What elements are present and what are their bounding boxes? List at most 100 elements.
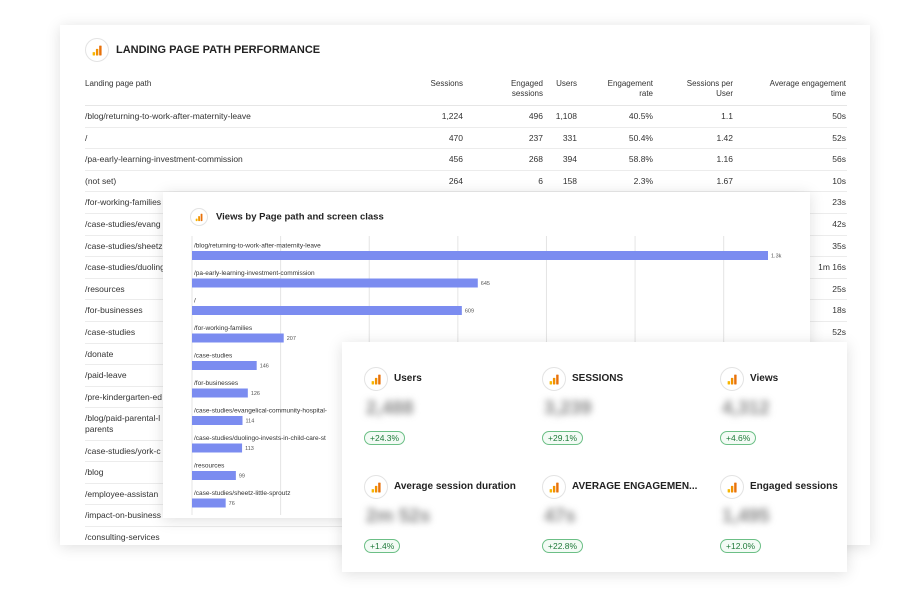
kpi-value: 2,488 (366, 398, 414, 419)
table-row: /pa-early-learning-investment-commission… (85, 149, 847, 171)
value-label: 113 (245, 446, 254, 452)
category-label: /resources (194, 463, 225, 470)
table-row: /blog/returning-to-work-after-maternity-… (85, 106, 847, 128)
category-label: /case-studies/duolingo-invests-in-child-… (194, 435, 326, 442)
cell: 1.1 (721, 111, 733, 121)
icon-bar (195, 218, 198, 222)
icon-bar (552, 377, 556, 385)
cell: 394 (562, 154, 577, 165)
path-cell: /resources (85, 283, 125, 294)
value-label: 76 (229, 501, 235, 507)
kpi-change: +12.0% (720, 539, 762, 553)
path-cell: /case-studies/york-c (85, 445, 161, 456)
path-cell: /donate (85, 348, 114, 359)
category-label: /for-working-families (194, 325, 253, 332)
bar (192, 498, 226, 508)
cell: 18s (832, 305, 846, 316)
icon (364, 475, 388, 499)
kpi-value: 3,239 (544, 398, 592, 419)
kpi-label: Users (394, 373, 422, 384)
cell: 2.3% (633, 175, 653, 186)
kpi-change: +24.3% (364, 431, 406, 445)
kpi-label: Engaged sessions (750, 481, 838, 492)
icon-bar (371, 381, 375, 385)
path-cell: /blog (85, 467, 104, 478)
cell: 56s (832, 154, 846, 165)
value-label: 207 (287, 336, 296, 342)
cell: 331 (562, 132, 577, 143)
cell: 1,108 (555, 111, 577, 121)
cell: 10s (832, 175, 846, 186)
icon (720, 367, 744, 391)
icon-bar (95, 48, 99, 56)
value-label: 126 (251, 391, 260, 397)
kpi-change: +4.6% (720, 431, 757, 445)
icon-bar (198, 216, 200, 222)
column-header: Sessions per User (686, 79, 733, 98)
path-cell: /blog/returning-to-work-after-maternity-… (85, 111, 251, 121)
icon (85, 38, 109, 62)
table-row: (not set) 264 6 158 2.3% 1.67 10s (85, 171, 847, 193)
cell: 42s (832, 218, 846, 229)
kpi-change: +29.1% (542, 431, 584, 445)
icon-bar (730, 377, 734, 385)
path-cell: /pa-early-learning-investment-commission (85, 154, 243, 165)
column-header: Average engagement time (769, 79, 846, 98)
category-label: /case-studies/evangelical-community-hosp… (194, 408, 327, 415)
cell: 40.5% (628, 111, 653, 121)
icon-bar (549, 489, 553, 493)
value-label: 645 (481, 281, 490, 287)
category-label: / (194, 298, 196, 305)
table-title: LANDING PAGE PATH PERFORMANCE (116, 44, 321, 56)
cell: 1,224 (441, 111, 463, 121)
icon-bar (727, 381, 731, 385)
cell: 6 (538, 175, 543, 186)
column-header: Engaged sessions (510, 79, 543, 98)
path-cell: /case-studies/evang (85, 218, 161, 229)
category-label: /blog/returning-to-work-after-maternity-… (194, 243, 321, 250)
cell: 237 (528, 132, 543, 143)
bar (192, 388, 248, 398)
path-cell: /consulting-services (85, 531, 160, 542)
category-label: /pa-early-learning-investment-commission (194, 270, 315, 277)
table-row: /consulting-services (85, 527, 847, 545)
icon-bar (371, 489, 375, 493)
kpi-change: +1.4% (364, 539, 401, 553)
column-header: Engagement rate (607, 79, 653, 98)
category-label: /case-studies (194, 353, 233, 360)
icon-bar (374, 485, 378, 493)
cell: 58.8% (628, 154, 653, 165)
value-label: 609 (465, 308, 474, 314)
cell: 1.67 (716, 175, 733, 186)
path-cell: (not set) (85, 175, 117, 186)
kpi: Engaged sessions 1,495 +12.0% (720, 472, 847, 572)
icon-bar (92, 52, 96, 56)
cell: 52s (832, 326, 846, 337)
icon-bar (374, 377, 378, 385)
table-header: Landing page path Sessions Engaged session… (85, 77, 847, 106)
icon (364, 367, 388, 391)
kpi-label: SESSIONS (572, 373, 624, 384)
kpi-value: 47s (544, 506, 576, 527)
icon-bar (99, 45, 102, 56)
cell: 1m 16s (818, 262, 846, 273)
value-label: 146 (260, 363, 269, 369)
kpi-label: Average session duration (394, 481, 516, 492)
path-cell: /blog/paid-parental-l parents (85, 413, 161, 434)
icon-bar (556, 482, 559, 493)
kpi-change: +22.8% (542, 539, 584, 553)
icon-bar (378, 482, 381, 493)
cell: 50.4% (628, 132, 653, 143)
kpi-value: 4,312 (722, 398, 770, 419)
bar (192, 251, 768, 260)
column-header: Landing page path (85, 79, 152, 88)
icon-bar (727, 489, 731, 493)
cell: 35s (832, 240, 846, 251)
path-cell: /pre-kindergarten-ed (85, 391, 163, 402)
icon-bar (552, 485, 556, 493)
column-header: Sessions (430, 79, 463, 88)
cell: 456 (448, 154, 463, 165)
path-cell: / (85, 132, 88, 143)
